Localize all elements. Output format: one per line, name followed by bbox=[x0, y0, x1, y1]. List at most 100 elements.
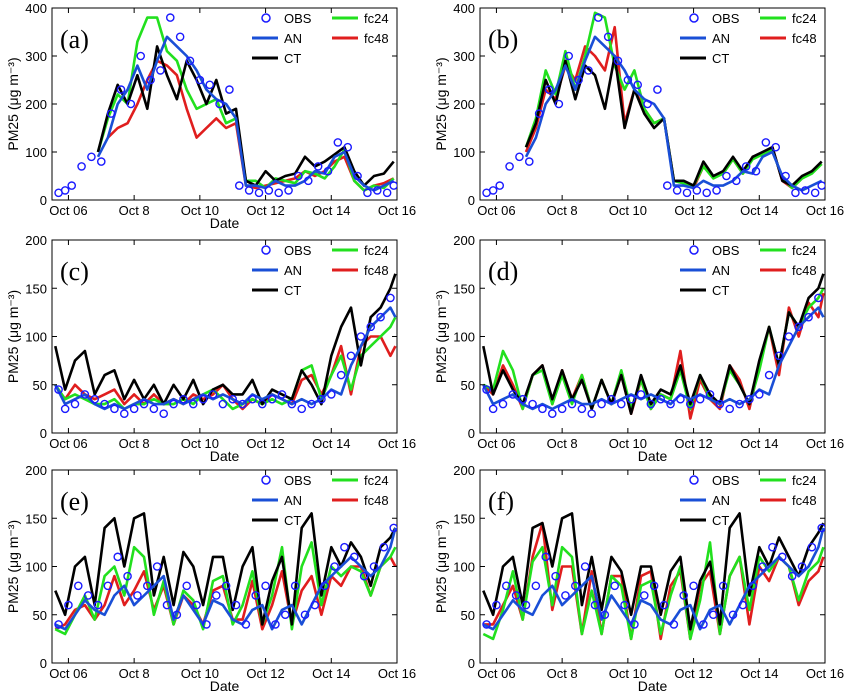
legend-label-fc24: fc24 bbox=[792, 243, 817, 258]
obs-point bbox=[366, 322, 376, 332]
legend: OBS AN CT fc24 fc48 bbox=[252, 243, 389, 298]
obs-point bbox=[251, 591, 261, 600]
xtick-label: Oct 10 bbox=[181, 203, 219, 218]
obs-point bbox=[271, 620, 280, 629]
xtick-label: Oct 8 bbox=[547, 666, 578, 681]
obs-point bbox=[580, 562, 590, 571]
obs-point bbox=[584, 66, 593, 75]
series-line-ct bbox=[54, 273, 397, 406]
xtick-label: Oct 06 bbox=[49, 666, 87, 681]
ytick-label: 100 bbox=[453, 560, 475, 575]
panel-5: 0 50 100 150 200 Oct 06 Oct 8 Oct 10 Oct 12 Oct 1… bbox=[5, 463, 416, 694]
ytick-label: 150 bbox=[25, 281, 47, 296]
obs-point bbox=[126, 99, 136, 109]
series-group bbox=[482, 512, 825, 641]
y-axis-label: PM25 (μg m⁻³) bbox=[5, 57, 21, 150]
legend-marker-obs bbox=[689, 13, 699, 23]
obs-point bbox=[356, 332, 366, 341]
obs-point bbox=[561, 591, 570, 600]
xtick-label: Oct 14 bbox=[312, 666, 350, 681]
obs-point bbox=[705, 390, 715, 399]
xtick-label: Oct 14 bbox=[312, 436, 350, 451]
series-line-fc24 bbox=[54, 316, 397, 411]
series-line-ct bbox=[54, 512, 397, 626]
obs-point bbox=[554, 99, 564, 109]
legend-label-ct: CT bbox=[712, 51, 729, 66]
xtick-label: Oct 10 bbox=[609, 203, 647, 218]
ytick-label: 100 bbox=[25, 330, 47, 345]
xtick-label: Oct 12 bbox=[674, 203, 712, 218]
obs-point bbox=[136, 51, 146, 61]
obs-point bbox=[123, 571, 132, 581]
legend-label-ct: CT bbox=[284, 283, 301, 298]
obs-point bbox=[156, 66, 165, 75]
obs-point bbox=[359, 571, 369, 581]
obs-point bbox=[708, 610, 718, 620]
obs-point bbox=[797, 562, 807, 571]
obs-point bbox=[60, 404, 70, 414]
obs-point bbox=[488, 186, 498, 195]
obs-point bbox=[192, 600, 201, 610]
obs-point bbox=[349, 552, 359, 562]
obs-point bbox=[659, 600, 669, 610]
obs-point bbox=[695, 394, 705, 404]
obs-point bbox=[188, 399, 198, 409]
obs-point bbox=[205, 80, 215, 90]
obs-point bbox=[267, 394, 277, 404]
obs-point bbox=[215, 99, 224, 109]
obs-point bbox=[386, 293, 395, 303]
obs-point bbox=[389, 523, 397, 533]
obs-point bbox=[610, 581, 620, 591]
obs-point bbox=[505, 162, 514, 171]
ytick-label: 50 bbox=[33, 608, 47, 623]
obs-point bbox=[764, 370, 774, 380]
obs-point bbox=[771, 142, 781, 152]
obs-point bbox=[110, 404, 119, 414]
legend-label-obs: OBS bbox=[712, 243, 740, 258]
obs-point bbox=[807, 542, 817, 552]
ytick-label: 200 bbox=[25, 233, 47, 248]
ytick-label: 300 bbox=[25, 49, 47, 64]
panel-label: (a) bbox=[60, 25, 89, 54]
obs-point bbox=[116, 85, 126, 94]
xtick-label: Oct 8 bbox=[119, 666, 150, 681]
obs-point bbox=[725, 404, 735, 414]
series-line-an bbox=[482, 527, 825, 631]
obs-point bbox=[297, 404, 307, 414]
obs-point bbox=[685, 399, 695, 409]
xtick-label: Oct 14 bbox=[740, 436, 778, 451]
obs-point bbox=[758, 562, 767, 571]
series-line-an bbox=[54, 527, 397, 631]
legend-label-fc24: fc24 bbox=[792, 473, 817, 488]
ytick-label: 50 bbox=[461, 608, 475, 623]
panel-6: 0 50 100 150 200 Oct 06 Oct 8 Oct 10 Oct 12 Oct 1… bbox=[433, 463, 844, 694]
obs-point bbox=[646, 399, 656, 409]
ytick-label: 0 bbox=[468, 193, 475, 208]
series-group bbox=[54, 512, 397, 636]
legend-label-an: AN bbox=[284, 263, 302, 278]
ytick-label: 400 bbox=[453, 1, 475, 16]
obs-point bbox=[353, 171, 362, 181]
ytick-label: 200 bbox=[453, 233, 475, 248]
obs-point bbox=[83, 591, 93, 600]
panel-label: (f) bbox=[488, 487, 514, 516]
obs-point bbox=[234, 181, 244, 190]
obs-point bbox=[672, 186, 682, 195]
panel-4: 0 50 100 150 200 Oct 06 Oct 8 Oct 10 Oct 12 Oct 1… bbox=[433, 233, 844, 464]
xtick-label: Oct 10 bbox=[609, 436, 647, 451]
obs-point bbox=[482, 385, 491, 394]
obs-point bbox=[70, 399, 80, 409]
series-group bbox=[482, 273, 825, 420]
xtick-label: Oct 12 bbox=[246, 436, 284, 451]
legend-label-fc48: fc48 bbox=[364, 263, 389, 278]
obs-point bbox=[597, 399, 606, 409]
obs-point bbox=[593, 13, 603, 22]
xtick-label: Oct 06 bbox=[477, 666, 515, 681]
obs-point bbox=[231, 600, 241, 610]
obs-point bbox=[653, 85, 662, 94]
obs-point bbox=[77, 162, 86, 171]
ytick-label: 150 bbox=[453, 511, 475, 526]
legend-label-an: AN bbox=[712, 263, 730, 278]
obs-point bbox=[501, 581, 511, 591]
ytick-label: 0 bbox=[40, 193, 47, 208]
